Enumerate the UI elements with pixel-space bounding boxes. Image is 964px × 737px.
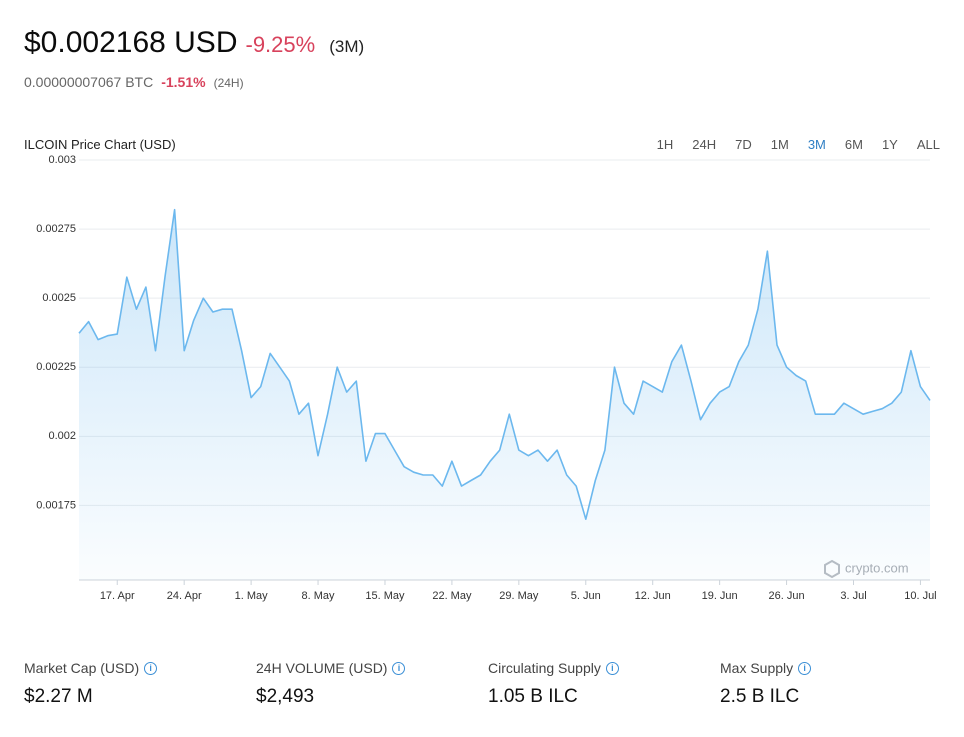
price-row: $0.002168 USD -9.25% (3M) [24,26,364,60]
price: $0.002168 USD [24,26,238,59]
stat-label: Market Cap (USD) i [24,660,256,676]
stat: 24H VOLUME (USD) i $2,493 [256,660,488,708]
info-icon[interactable]: i [392,661,406,675]
change-period: (3M) [329,37,365,56]
x-tick-label: 5. Jun [571,590,601,602]
stat-label: Circulating Supply i [488,660,720,676]
stat-label-text: Max Supply [720,660,794,676]
y-tick-label: 0.00175 [36,499,76,511]
y-tick-label: 0.00275 [36,223,76,235]
x-tick-label: 10. Jul [904,590,936,602]
price-line [78,208,931,520]
y-tick-label: 0.003 [48,154,76,166]
range-button[interactable]: 1Y [881,137,898,152]
range-button[interactable]: ALL [916,137,940,152]
stats: Market Cap (USD) i $2.27 M 24H VOLUME (USD)… [24,660,952,708]
info-icon[interactable]: i [605,661,619,675]
range-button[interactable]: 6M [844,137,863,152]
x-tick-label: 29. May [499,590,539,602]
stat-label-text: 24H VOLUME (USD) [256,660,388,676]
y-tick-label: 0.0025 [42,292,76,304]
stat: Circulating Supply i 1.05 B ILC [488,660,720,708]
range-button[interactable]: 1H [656,137,674,152]
stat-value: 1.05 B ILC [488,686,578,707]
x-tick-label: 12. Jun [635,590,671,602]
stat-value: $2,493 [256,686,315,707]
range-button[interactable]: 1M [770,137,789,152]
x-tick-label: 17. Apr [100,590,135,602]
x-tick-label: 19. Jun [702,590,738,602]
x-tick-label: 1. May [235,590,269,602]
x-tick-label: 26. Jun [769,590,805,602]
x-tick-label: 8. May [302,590,336,602]
stat-label: 24H VOLUME (USD) i [256,660,488,676]
stat-label-text: Circulating Supply [488,660,601,676]
area-fill [79,209,930,580]
y-tick-label: 0.00225 [36,361,76,373]
range-selector: 1H 24H 7D 1M 3M 6M 1Y ALL [638,137,940,152]
x-tick-label: 15. May [365,590,405,602]
range-button[interactable]: 3M [807,137,826,152]
btc-row: 0.00000007067 BTC -1.51% (24H) [24,74,244,90]
btc-price: 0.00000007067 BTC [24,74,154,90]
range-button[interactable]: 7D [735,137,752,152]
range-button[interactable]: 24H [692,137,717,152]
info-icon[interactable]: i [798,661,812,675]
x-tick-label: 24. Apr [167,590,202,602]
stat: Market Cap (USD) i $2.27 M [24,660,256,708]
btc-period: (24H) [213,76,244,90]
stat-value: 2.5 B ILC [720,686,800,707]
info-icon[interactable]: i [144,661,158,675]
stat-value: $2.27 M [24,686,93,707]
x-tick-label: 22. May [432,590,472,602]
price-change: -9.25% [245,32,316,57]
stat-label: Max Supply i [720,660,952,676]
y-tick-label: 0.002 [48,430,76,442]
btc-change: -1.51% [161,74,206,90]
x-tick-label: 3. Jul [840,590,866,602]
stat-label-text: Market Cap (USD) [24,660,140,676]
chart-title: ILCOIN Price Chart (USD) [24,137,176,152]
stat: Max Supply i 2.5 B ILC [720,660,952,708]
